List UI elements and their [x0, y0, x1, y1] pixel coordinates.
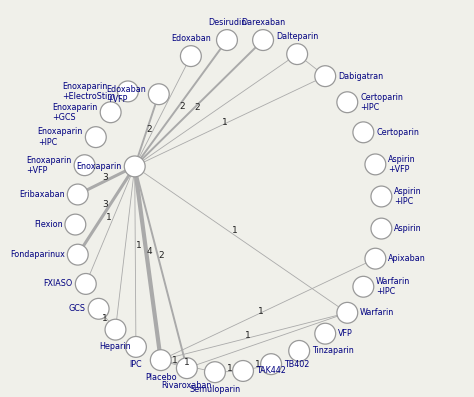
- Text: 1: 1: [245, 331, 251, 340]
- Text: Edoxaban: Edoxaban: [171, 34, 211, 43]
- Text: 1: 1: [227, 364, 232, 373]
- Circle shape: [315, 323, 336, 344]
- Circle shape: [148, 84, 169, 105]
- Circle shape: [337, 303, 358, 323]
- Circle shape: [75, 274, 96, 294]
- Text: 4: 4: [147, 247, 153, 256]
- Text: Fondaparinux: Fondaparinux: [10, 250, 65, 259]
- Text: FXIASO: FXIASO: [44, 279, 73, 289]
- Text: Heparin: Heparin: [100, 343, 131, 351]
- Text: 1: 1: [258, 307, 264, 316]
- Text: Enoxaparin
+GCS: Enoxaparin +GCS: [53, 102, 98, 122]
- Circle shape: [261, 354, 282, 375]
- Circle shape: [289, 341, 310, 361]
- Circle shape: [176, 358, 197, 379]
- Circle shape: [217, 30, 237, 50]
- Text: 2: 2: [159, 251, 164, 260]
- Text: Certoparin: Certoparin: [376, 128, 419, 137]
- Circle shape: [150, 350, 171, 370]
- Text: TAK442: TAK442: [256, 366, 286, 376]
- Circle shape: [233, 360, 254, 382]
- Circle shape: [126, 337, 146, 357]
- Text: Dabigatran: Dabigatran: [338, 72, 383, 81]
- Circle shape: [315, 66, 336, 87]
- Circle shape: [105, 319, 126, 340]
- Text: Enoxaparin: Enoxaparin: [77, 162, 122, 171]
- Text: Warfarin: Warfarin: [360, 308, 394, 317]
- Text: 1: 1: [184, 358, 190, 367]
- Text: 1: 1: [231, 226, 237, 235]
- Circle shape: [67, 244, 88, 265]
- Circle shape: [118, 81, 138, 102]
- Text: 2: 2: [147, 125, 152, 135]
- Text: Certoparin
+IPC: Certoparin +IPC: [360, 93, 403, 112]
- Text: Flexion: Flexion: [34, 220, 63, 229]
- Circle shape: [353, 122, 374, 143]
- Circle shape: [353, 276, 374, 297]
- Circle shape: [74, 155, 95, 175]
- Text: Placebo: Placebo: [145, 373, 177, 382]
- Text: Enoxaparin
+VFP: Enoxaparin +VFP: [27, 156, 72, 175]
- Circle shape: [337, 92, 358, 113]
- Text: 3: 3: [102, 173, 108, 181]
- Text: Tinzaparin: Tinzaparin: [312, 347, 354, 355]
- Text: Warfarin
+IPC: Warfarin +IPC: [376, 277, 410, 297]
- Text: 1: 1: [255, 360, 261, 369]
- Text: Aspirin: Aspirin: [394, 224, 422, 233]
- Text: 1: 1: [106, 213, 111, 222]
- Circle shape: [85, 127, 106, 148]
- Circle shape: [181, 46, 201, 67]
- Text: GCS: GCS: [69, 304, 86, 313]
- Text: Enoxaparin
+IPC: Enoxaparin +IPC: [38, 127, 83, 147]
- Text: Desirudin: Desirudin: [208, 18, 246, 27]
- Text: Aspirin
+IPC: Aspirin +IPC: [394, 187, 422, 206]
- Circle shape: [88, 299, 109, 319]
- Text: Darexaban: Darexaban: [241, 18, 285, 27]
- Text: Edoxaban
+VFP: Edoxaban +VFP: [106, 85, 146, 104]
- Circle shape: [67, 184, 88, 205]
- Circle shape: [371, 218, 392, 239]
- Text: Semuloparin: Semuloparin: [190, 385, 240, 394]
- Text: 1: 1: [222, 118, 228, 127]
- Text: 1: 1: [172, 356, 177, 365]
- Circle shape: [124, 156, 145, 177]
- Text: 1: 1: [136, 241, 141, 250]
- Text: 2: 2: [194, 103, 200, 112]
- Text: 2: 2: [180, 102, 185, 111]
- Text: TB402: TB402: [284, 360, 310, 369]
- Text: Apixaban: Apixaban: [388, 254, 426, 263]
- Circle shape: [253, 30, 273, 50]
- Circle shape: [100, 102, 121, 123]
- Text: Enoxaparin
+ElectroStim: Enoxaparin +ElectroStim: [62, 82, 115, 101]
- Text: 1: 1: [102, 314, 108, 323]
- Text: Dalteparin: Dalteparin: [276, 32, 318, 41]
- Circle shape: [287, 44, 308, 65]
- Circle shape: [365, 154, 386, 175]
- Text: Aspirin
+VFP: Aspirin +VFP: [388, 155, 416, 174]
- Circle shape: [365, 248, 386, 269]
- Text: VFP: VFP: [338, 329, 353, 338]
- Text: 3: 3: [102, 200, 108, 208]
- Text: Rivaroxaban: Rivaroxaban: [162, 381, 212, 390]
- Text: IPC: IPC: [129, 360, 142, 369]
- Circle shape: [371, 186, 392, 207]
- Circle shape: [204, 362, 225, 383]
- Text: Eribaxaban: Eribaxaban: [19, 190, 65, 199]
- Circle shape: [65, 214, 86, 235]
